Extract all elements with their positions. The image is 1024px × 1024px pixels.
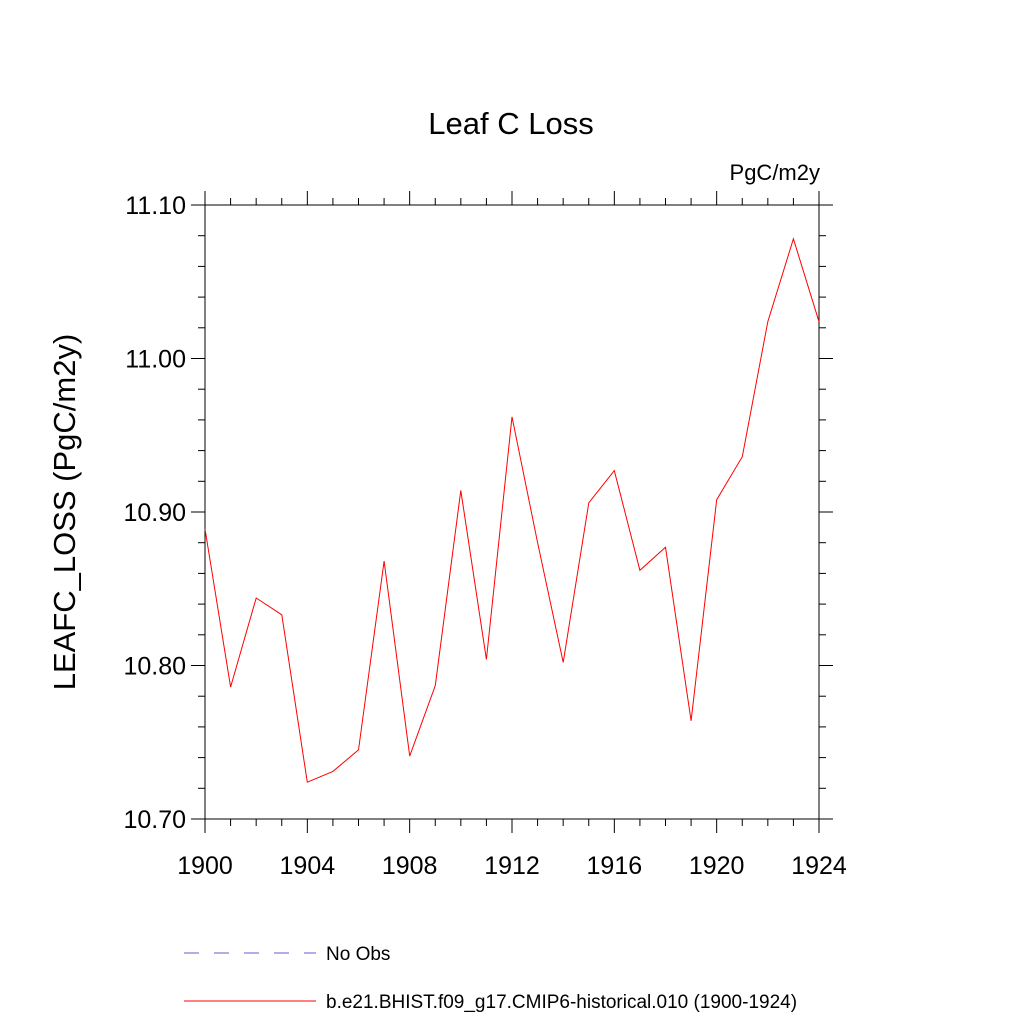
series-group [204, 237, 820, 783]
y-tick-label: 11.10 [125, 192, 186, 220]
x-tick-label: 1908 [382, 852, 438, 880]
x-tick-label: 1900 [177, 852, 233, 880]
units-label: PgC/m2y [730, 160, 820, 185]
x-tick-label: 1920 [689, 852, 745, 880]
chart-title: Leaf C Loss [428, 106, 593, 141]
x-tick-label: 1924 [791, 852, 847, 880]
axis-ticks [191, 191, 833, 833]
x-tick-label: 1916 [587, 852, 643, 880]
y-tick-label: 10.90 [123, 499, 186, 527]
y-tick-label: 10.80 [123, 653, 186, 681]
x-tick-label: 1904 [280, 852, 336, 880]
series-line [204, 237, 820, 783]
y-tick-label: 10.70 [123, 806, 186, 834]
x-tick-label: 1912 [484, 852, 540, 880]
y-tick-label: 11.00 [125, 346, 186, 374]
legend-label-no-obs: No Obs [326, 944, 390, 965]
tick-labels: 1900 1904 1908 1912 1916 1920 1924 10.70 10.80 10… [123, 192, 846, 880]
plot-frame [204, 204, 820, 820]
y-axis-label: LEAFC_LOSS (PgC/m2y) [47, 334, 82, 691]
legend: No Obs b.e21.BHIST.f09_g17.CMIP6-histori… [184, 944, 797, 1013]
legend-label-model: b.e21.BHIST.f09_g17.CMIP6-historical.010… [326, 992, 797, 1013]
